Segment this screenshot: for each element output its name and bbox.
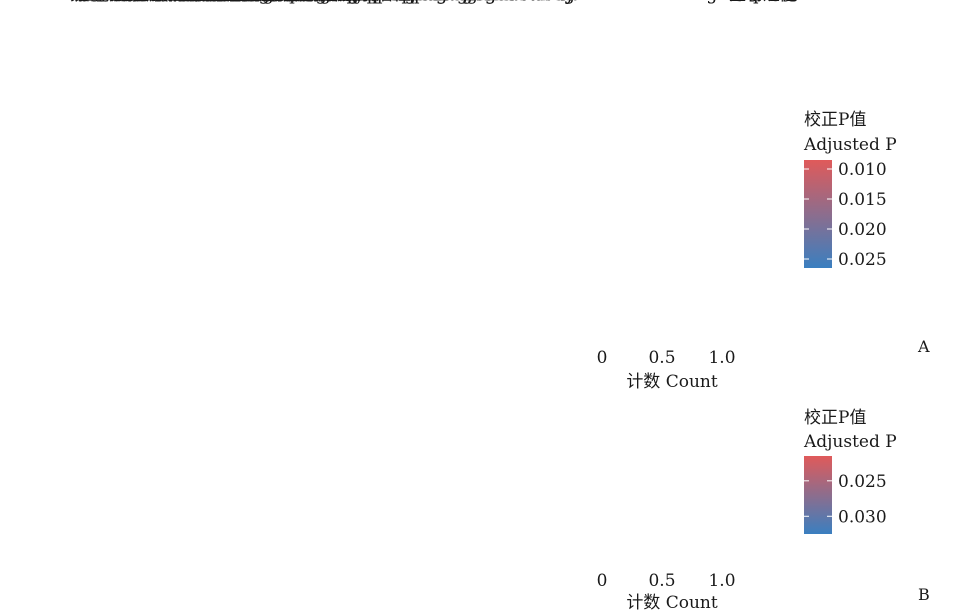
category-label: 对光刺激的反应 Response to light stimulus — [201, 0, 575, 5]
x-tick-label: 0.5 — [648, 571, 675, 591]
legend: 校正P值 Adjusted P 0.010 0.015 0.020 0.025 — [803, 110, 897, 270]
legend-tick-label: 0.010 — [838, 160, 887, 180]
facet-0: 对辐射的反应 Response to radiation对光刺激的反应 Resp… — [116, 0, 820, 5]
facet-strip: Biological process生物过程 — [663, 0, 820, 5]
panel-letter: A — [917, 337, 930, 356]
x-axis: 0 0.5 1.0计数 Count — [597, 571, 736, 613]
category-label: 对非生物刺激的反应 Response to abiotic stimulus — [145, 0, 575, 5]
category-label: 信号受体激活剂活性 Signaling receptor activator a… — [77, 0, 576, 5]
facet-0: 对辐射的反应 Response to radiation对光刺激的反应 Resp… — [145, 0, 819, 5]
category-label: 分子功能调节器活性 Molecular function regulator a… — [70, 0, 576, 5]
x-tick-label: 0.5 — [648, 348, 675, 368]
legend-tick-label: 0.025 — [838, 472, 887, 492]
category-label: 分子功能激活剂活性 Molecular function activator a… — [74, 0, 576, 5]
x-tick-label: 1.0 — [708, 571, 735, 591]
legend: 校正P值 Adjusted P 0.025 0.030 — [803, 408, 897, 534]
category-label: 信号受体结合 Signaling receptor binding — [216, 0, 575, 5]
category-label: 信号受体调节器活性 Signaling receptor regulator a… — [73, 0, 576, 5]
legend-tick-label: 0.020 — [838, 220, 887, 240]
category-label: 对光刺激的反应 Response to light stimulus — [206, 0, 580, 5]
x-tick-label: 0 — [597, 571, 608, 591]
legend-title-en: Adjusted P — [803, 432, 897, 452]
legend-tick-label: 0.015 — [838, 190, 887, 210]
strip-label-cn: 生物过程 — [729, 0, 797, 5]
legend-colorbar — [804, 456, 832, 534]
legend-colorbar — [804, 160, 832, 268]
x-tick-label: 0 — [597, 348, 608, 368]
strip-label-cn: 生物过程 — [729, 0, 797, 5]
facet-strip: Biological process生物过程 — [663, 0, 820, 5]
x-axis: 0 0.5 1.0 计数 Count — [597, 348, 736, 392]
facet-strip: Molecular function分子功能 — [659, 0, 823, 5]
strip-label-cn: 分子功能 — [729, 0, 797, 5]
category-label: 超分子纤维组织化 Supramolecular fiber organizati… — [116, 0, 581, 5]
x-axis-title: 计数 Count — [626, 372, 718, 392]
legend-tick-label: 0.025 — [838, 250, 887, 270]
strip-label-en: Biological process — [663, 0, 820, 5]
legend-tick-label: 0.030 — [838, 507, 887, 527]
category-label: 受体配体活性 Receptor ligand activity — [243, 0, 576, 5]
panel-b: 对辐射的反应 Response to radiation对光刺激的反应 Resp… — [116, 0, 930, 613]
legend-title-cn: 校正P值 — [804, 110, 866, 130]
strip-label-en: Biological process — [663, 0, 820, 5]
category-label: 对辐射的反应 Response to radiation — [267, 0, 581, 5]
panel-letter: B — [918, 585, 930, 604]
legend-title-cn: 校正P值 — [804, 408, 866, 428]
panel-a: 对辐射的反应 Response to radiation对光刺激的反应 Resp… — [70, 0, 930, 392]
facet-1: 激素活性 Hormone activity信号受体激活剂活性 Signaling… — [70, 0, 823, 5]
category-label: 对辐射的反应 Response to radiation — [262, 0, 576, 5]
category-label: 细胞骨架组织化 Cytoskeleton organization — [209, 0, 580, 5]
strip-label-en: Molecular function — [659, 0, 823, 5]
category-label: 对非生物刺激的反应 Response to abiotic stimulus — [150, 0, 580, 5]
x-tick-label: 1.0 — [708, 348, 735, 368]
x-axis-title: 计数 Count — [626, 593, 718, 613]
category-label: 激素活性 Hormone activity — [339, 0, 576, 5]
legend-title-en: Adjusted P — [803, 135, 897, 155]
